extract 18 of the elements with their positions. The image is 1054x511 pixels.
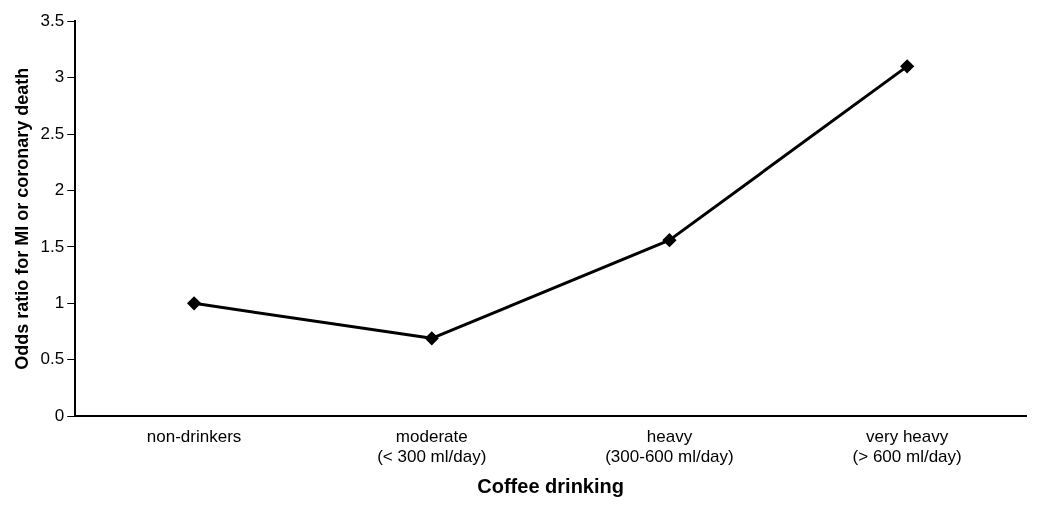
x-tick-label: moderate (< 300 ml/day): [377, 427, 487, 467]
x-tick-label: heavy (300-600 ml/day): [605, 427, 734, 467]
x-tick-label: non-drinkers: [146, 427, 242, 447]
point: [662, 233, 676, 247]
point: [900, 59, 914, 73]
y-tick-label: 3: [54, 67, 65, 87]
x-tick-label: very heavy (> 600 ml/day): [852, 427, 962, 467]
y-tick-label: 2.5: [40, 123, 65, 143]
y-tick-label: 0: [54, 405, 65, 425]
point: [187, 296, 201, 310]
y-tick-label: 3.5: [40, 10, 65, 30]
point: [425, 331, 439, 345]
y-tick-label: 1: [54, 293, 65, 313]
y-tick-label: 2: [54, 180, 65, 200]
y-tick-label: 1.5: [40, 236, 65, 256]
y-tick-label: 0.5: [40, 349, 65, 369]
y-axis-title: Odds ratio for MI or coronary death: [11, 67, 32, 370]
x-axis-title: Coffee drinking: [477, 474, 624, 497]
